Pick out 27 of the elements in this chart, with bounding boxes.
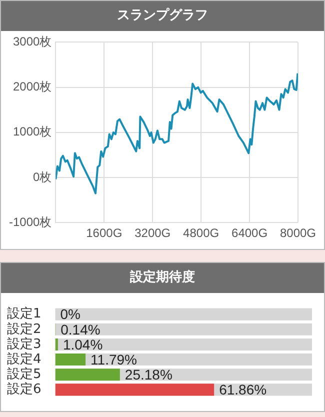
y-tick-label: 設定3 (6, 336, 42, 352)
y-tick-label: 設定1 (6, 306, 42, 322)
y-tick-label: 0枚 (33, 170, 52, 184)
bar (55, 354, 86, 366)
x-tick-label: 4800G (183, 226, 220, 240)
bar (55, 368, 120, 381)
data-label: 25.18% (124, 366, 172, 382)
y-tick-label: 設定6 (6, 382, 42, 398)
data-label: 0.14% (60, 321, 100, 338)
chart-title: スランプグラフ (1, 1, 324, 31)
y-tick-label: 1000枚 (12, 124, 52, 139)
data-label: 1.04% (62, 336, 103, 352)
x-tick-label: 8000G (280, 226, 316, 240)
x-tick-label: 3200G (134, 226, 171, 240)
bar (55, 338, 58, 350)
y-tick-label: -1000枚 (8, 214, 52, 229)
data-label: 61.86% (219, 382, 267, 398)
x-tick-label: 6400G (232, 226, 268, 240)
data-label: 0% (60, 306, 81, 322)
chart-title: 設定期待度 (1, 263, 324, 293)
data-label: 11.79% (90, 351, 137, 368)
x-tick-label: 1600G (86, 226, 122, 240)
y-tick-label: 設定5 (6, 366, 42, 382)
y-tick-label: 2000枚 (12, 80, 52, 94)
y-tick-label: 設定4 (6, 352, 42, 367)
y-tick-label: 3000枚 (12, 34, 52, 49)
y-tick-label: 設定2 (6, 322, 42, 337)
